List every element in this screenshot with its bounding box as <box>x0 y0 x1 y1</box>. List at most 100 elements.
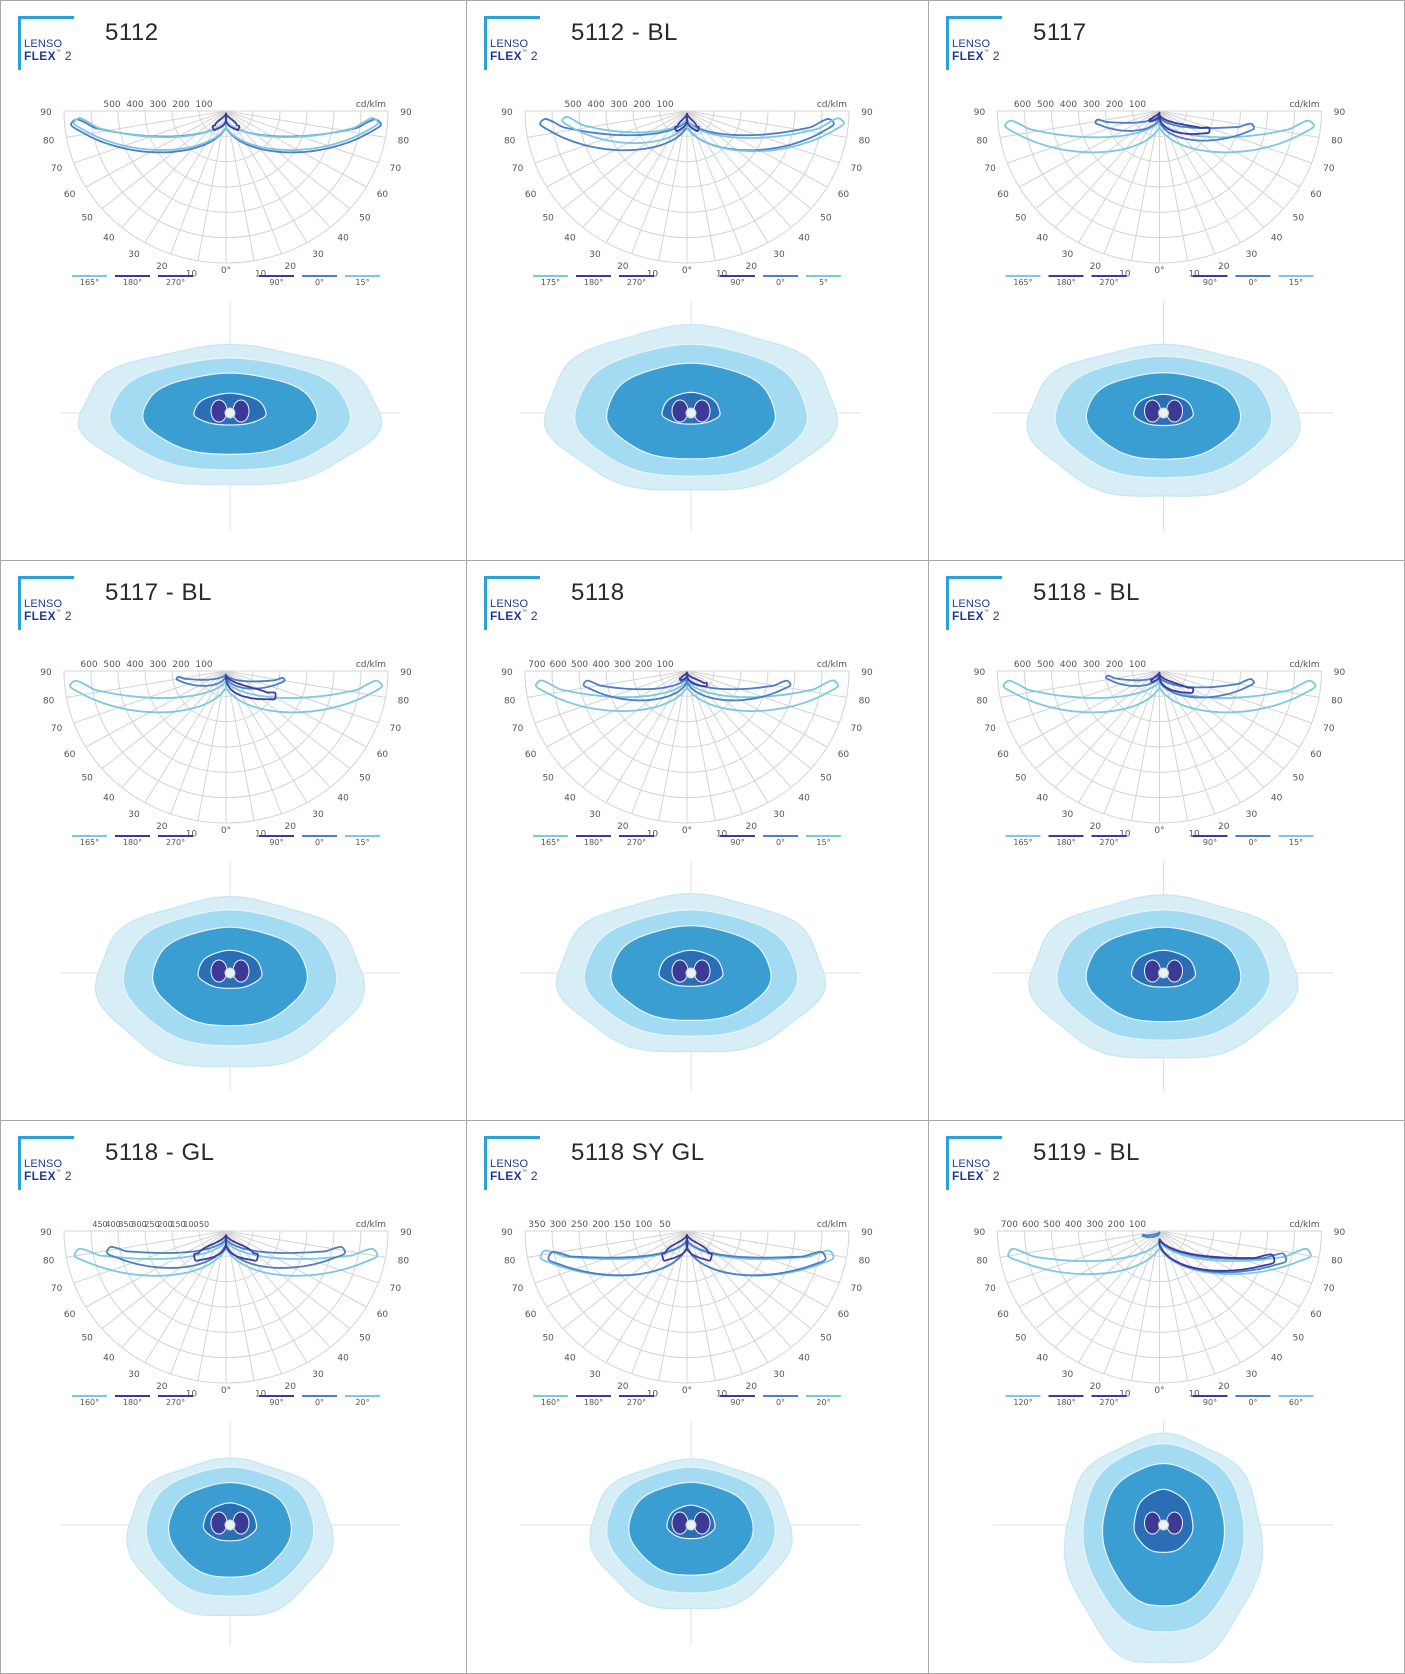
angle-label-right: 50 <box>820 213 832 223</box>
plane-legend-label: 0° <box>315 838 324 847</box>
lensoflex-logo: LENSO FLEX™ 2 <box>18 576 76 632</box>
plane-legend-label: 90° <box>1203 1398 1217 1407</box>
intensity-label: 350 <box>118 1220 133 1229</box>
intensity-curve-dark <box>224 112 241 132</box>
angle-label-right: 40 <box>337 794 349 804</box>
angle-label-left: 10 <box>186 830 198 840</box>
angle-label-left: 50 <box>542 1333 554 1343</box>
intensity-curve-light <box>1158 679 1317 714</box>
intensity-label: 200 <box>1106 100 1123 110</box>
angle-label-left: 20 <box>156 262 168 272</box>
angle-label-left: 70 <box>984 1284 996 1294</box>
intensity-curve-dark <box>686 672 708 688</box>
angle-label-left: 40 <box>103 1354 115 1364</box>
logo-frame <box>18 16 74 70</box>
polar-ring <box>1105 670 1214 723</box>
plane-legend-label: 180° <box>123 278 142 287</box>
intensity-label: 50 <box>199 1220 209 1229</box>
intensity-label: 300 <box>149 100 166 110</box>
angle-label-left: 30 <box>128 1370 140 1380</box>
plane-legend-label: 180° <box>123 1398 142 1407</box>
angle-label-right: 10 <box>1188 830 1200 840</box>
intensity-label: 200 <box>635 660 652 670</box>
angle-label-right: 10 <box>1188 270 1200 280</box>
product-title: 5117 - BL <box>105 579 212 606</box>
plane-legend-label: 270° <box>1099 278 1118 287</box>
polar-ring <box>1024 670 1295 799</box>
intensity-curve-mid <box>1158 116 1256 142</box>
polar-ring <box>605 670 769 748</box>
luminaire-position-marker <box>1158 967 1169 979</box>
intensity-label: 100 <box>1129 1220 1146 1230</box>
angle-label-left: 10 <box>1119 1390 1131 1400</box>
intensity-label: 100 <box>1129 100 1146 110</box>
polar-ring <box>997 110 1322 264</box>
angle-label-left: 90 <box>974 668 986 678</box>
angle-label-right: 40 <box>337 1354 349 1364</box>
angle-label-left: 50 <box>81 213 93 223</box>
plane-legend-label: 160° <box>541 1398 560 1407</box>
angle-label-left: 90 <box>974 108 986 118</box>
logo-suffix: 2 <box>992 1169 1000 1183</box>
isolux-zone-5 <box>1166 1511 1183 1535</box>
angle-label-right: 70 <box>851 724 863 734</box>
plane-legend-label: 180° <box>584 278 603 287</box>
intensity-label: 100 <box>1129 660 1146 670</box>
intensity-curve-dark <box>1148 111 1161 123</box>
angle-label-right: 50 <box>359 773 371 783</box>
angle-label-left: 10 <box>647 830 659 840</box>
angle-label-left: 30 <box>1062 1370 1074 1380</box>
polar-ring <box>551 670 823 799</box>
polar-ring <box>144 110 308 188</box>
angle-label-right: 90 <box>1334 668 1346 678</box>
polar-ring <box>198 1230 254 1257</box>
diagram-svg: 90 90 80 80 70 70 60 60 50 50 40 40 30 30 20 20 10 10 0° 35… <box>501 1220 873 1645</box>
unit-label: cd/klm <box>817 660 847 670</box>
intensity-label: 400 <box>587 100 604 110</box>
angle-label-left: 20 <box>617 822 629 832</box>
intensity-label: 250 <box>144 1220 159 1229</box>
isolux-zone-5 <box>693 1511 711 1535</box>
angle-label-left: 60 <box>525 750 537 760</box>
luminaire-position-marker <box>224 1519 236 1531</box>
plane-legend-label: 0° <box>776 838 785 847</box>
lensoflex-logo: LENSO FLEX™ 2 <box>946 1136 1004 1192</box>
isolux-zone-5 <box>671 1511 689 1535</box>
intensity-curve-light <box>561 115 689 145</box>
intensity-label: 150 <box>170 1220 185 1229</box>
angle-label-right: 40 <box>337 234 349 244</box>
isolux-diagram <box>521 1421 861 1645</box>
isolux-zone-5 <box>1144 959 1161 983</box>
plane-legend-label: 15° <box>816 838 830 847</box>
polar-diagram: 90 90 80 80 70 70 60 60 50 50 40 40 30 30 20 20 10 10 0° 60… <box>974 100 1346 287</box>
intensity-label: 500 <box>571 660 588 670</box>
isolux-diagram <box>521 861 861 1091</box>
angle-label-left: 60 <box>64 190 76 200</box>
lensoflex-logo: LENSO FLEX™ 2 <box>484 16 542 72</box>
angle-label-left: 30 <box>589 810 601 820</box>
angle-label-left: 70 <box>984 724 996 734</box>
intensity-label: 600 <box>550 660 567 670</box>
angle-label-left: 80 <box>976 1256 988 1266</box>
polar-ring <box>551 1230 823 1359</box>
polar-ring <box>90 1230 362 1359</box>
angle-label-left: 70 <box>512 724 524 734</box>
logo-lenso-text: LENSO <box>24 1158 63 1170</box>
diagram-svg: 90 90 80 80 70 70 60 60 50 50 40 40 30 30 20 20 10 10 0° 70… <box>974 1220 1345 1664</box>
isolux-zone-5 <box>210 1511 228 1535</box>
angle-label-right: 40 <box>798 1354 810 1364</box>
isolux-zone-5 <box>671 959 689 983</box>
logo-flex-word: FLEX <box>490 49 522 63</box>
angle-label-left: 20 <box>617 262 629 272</box>
intensity-curve-dark <box>225 674 277 701</box>
intensity-label: 200 <box>1106 660 1123 670</box>
plane-legend-label: 180° <box>584 838 603 847</box>
plane-legend-label: 270° <box>166 278 185 287</box>
angle-label-left: 50 <box>1015 773 1027 783</box>
angle-label-left: 10 <box>647 1390 659 1400</box>
polar-ring <box>1105 1230 1214 1283</box>
intensity-curve-light <box>73 117 228 152</box>
logo-suffix: 2 <box>530 1169 538 1183</box>
intensity-curve-mid <box>1105 673 1161 687</box>
polar-ring <box>551 110 823 239</box>
